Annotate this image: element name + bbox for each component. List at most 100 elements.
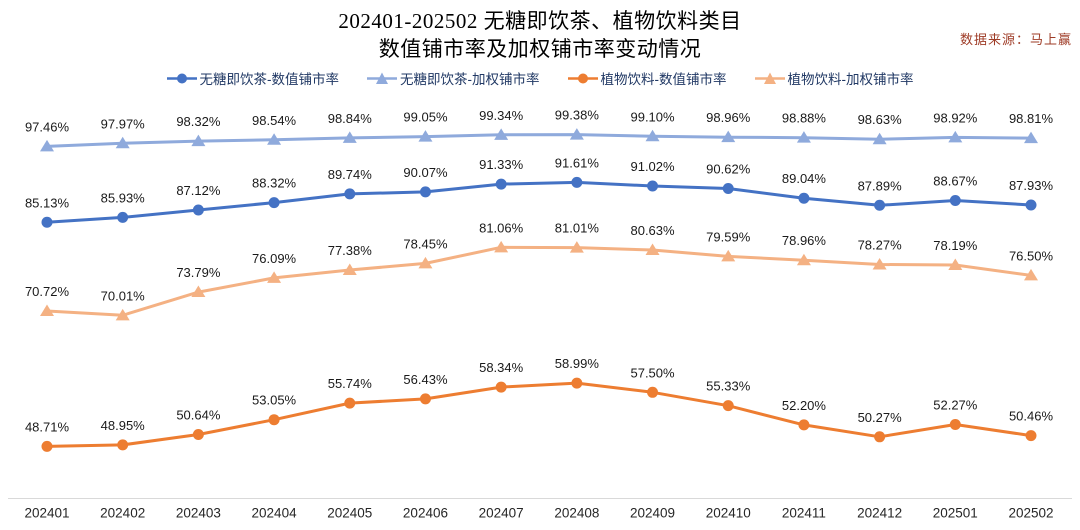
circle-marker-icon[interactable] [344,397,356,409]
circle-marker-icon[interactable] [192,429,204,441]
circle-marker-icon[interactable] [722,400,734,412]
triangle-marker-icon[interactable] [267,133,282,145]
triangle-marker-icon[interactable] [494,240,509,253]
circle-marker-icon[interactable] [1025,199,1037,211]
circle-marker-icon[interactable] [798,192,810,204]
triangle-marker-icon[interactable] [1024,268,1038,281]
data-label: 89.04% [782,171,827,186]
data-label: 99.05% [403,110,448,125]
triangle-marker-icon[interactable] [40,139,54,152]
triangle-marker-icon[interactable] [115,136,130,149]
legend-item-0[interactable]: 无糖即饮茶-数值铺市率 [166,68,340,88]
circle-marker-icon[interactable] [344,188,356,200]
triangle-marker-icon[interactable] [796,131,811,143]
data-label: 81.01% [555,221,600,236]
triangle-marker-icon[interactable] [418,256,433,269]
data-label: 98.84% [328,111,373,126]
data-label: 85.93% [101,190,146,205]
triangle-marker-icon[interactable] [494,128,509,140]
triangle-marker-icon[interactable] [645,243,660,255]
x-axis-label: 202501 [933,506,978,521]
triangle-marker-icon[interactable] [418,130,433,142]
data-label: 91.61% [555,155,600,170]
data-label: 70.72% [25,284,70,299]
triangle-marker-icon[interactable] [948,130,963,143]
legend-item-3[interactable]: 植物饮料-加权铺市率 [754,68,914,88]
triangle-marker-icon[interactable] [721,249,736,262]
x-axis-label: 202404 [252,506,298,521]
data-label: 52.20% [782,398,827,413]
triangle-marker-icon[interactable] [721,130,736,143]
triangle-marker-icon[interactable] [796,253,811,266]
circle-marker-icon[interactable] [268,197,280,209]
triangle-marker-icon[interactable] [645,129,660,142]
data-label: 99.10% [630,109,675,124]
triangle-marker-icon[interactable] [1024,131,1038,144]
series-植物饮料-数值铺市率: 48.71% 48.95% 50.64% 53.05% 55.74% 56.43% 58.3… [25,356,1053,452]
circle-marker-icon[interactable] [571,176,583,188]
triangle-marker-icon[interactable] [569,128,584,140]
data-label: 76.50% [1009,248,1054,263]
legend-label: 无糖即饮茶-数值铺市率 [199,72,340,87]
data-label: 80.63% [630,223,675,238]
circle-marker-icon[interactable] [874,199,886,211]
data-label: 55.33% [706,379,751,394]
circle-marker-icon[interactable] [495,381,507,393]
circle-marker-icon[interactable] [117,211,129,223]
triangle-marker-icon[interactable] [267,271,282,283]
circle-marker-icon[interactable] [117,439,129,451]
data-label: 73.79% [176,265,221,280]
circle-marker-icon[interactable] [419,393,431,405]
legend-item-2[interactable]: 植物饮料-数值铺市率 [567,68,727,88]
triangle-marker-icon[interactable] [569,241,584,253]
chart-title-line2: 数值铺市率及加权铺市率变动情况 [378,36,702,61]
circle-marker-icon[interactable] [647,180,659,192]
legend-item-1[interactable]: 无糖即饮茶-加权铺市率 [367,68,540,88]
data-label: 90.62% [706,161,751,176]
circle-marker-icon[interactable] [268,414,280,426]
circle-marker-icon[interactable] [874,431,886,443]
circle-marker-icon[interactable] [495,178,507,190]
circle-marker-icon[interactable] [647,386,659,398]
triangle-marker-icon[interactable] [342,263,357,275]
legend-circle-icon [567,73,598,83]
triangle-marker-icon[interactable] [872,257,887,270]
data-label: 89.74% [328,167,373,182]
data-label: 98.92% [933,110,978,125]
triangle-marker-icon[interactable] [191,285,206,298]
data-label: 97.97% [101,116,146,131]
series-无糖即饮茶-数值铺市率: 85.13% 85.93% 87.12% 88.32% 89.74% 90.07% 91.3… [25,155,1053,228]
x-axis-label: 202410 [706,506,751,521]
circle-marker-icon[interactable] [192,204,204,216]
circle-marker-icon[interactable] [41,216,53,228]
chart-legend: 无糖即饮茶-数值铺市率 无糖即饮茶-加权铺市率 植物饮料-数值铺市率 植物饮料-加权铺… [0,68,1080,88]
data-label: 87.89% [858,178,903,193]
data-source-label: 数据来源：马上赢 [959,32,1072,47]
x-axis-label: 202405 [327,506,372,521]
triangle-marker-icon[interactable] [948,258,963,270]
circle-marker-icon[interactable] [798,419,810,431]
data-label: 98.54% [252,113,297,128]
data-label: 98.96% [706,110,751,125]
data-label: 78.27% [858,237,903,252]
data-label: 78.45% [403,236,448,251]
data-label: 58.99% [555,356,600,371]
circle-marker-icon[interactable] [722,182,734,194]
circle-marker-icon[interactable] [949,418,961,430]
x-axis-label: 202412 [857,506,902,521]
circle-marker-icon[interactable] [571,377,583,389]
data-label: 57.50% [630,365,675,380]
circle-marker-icon[interactable] [949,194,961,206]
legend-circle-icon [166,73,197,83]
data-label: 50.27% [858,410,903,425]
triangle-marker-icon[interactable] [872,132,887,145]
circle-marker-icon[interactable] [419,186,431,198]
triangle-marker-icon[interactable] [342,131,357,143]
triangle-marker-icon[interactable] [191,134,206,147]
circle-marker-icon[interactable] [41,440,53,452]
triangle-marker-icon[interactable] [115,308,130,321]
x-axis-label: 202403 [176,506,221,521]
triangle-marker-icon[interactable] [40,304,54,316]
circle-marker-icon[interactable] [1025,430,1037,442]
